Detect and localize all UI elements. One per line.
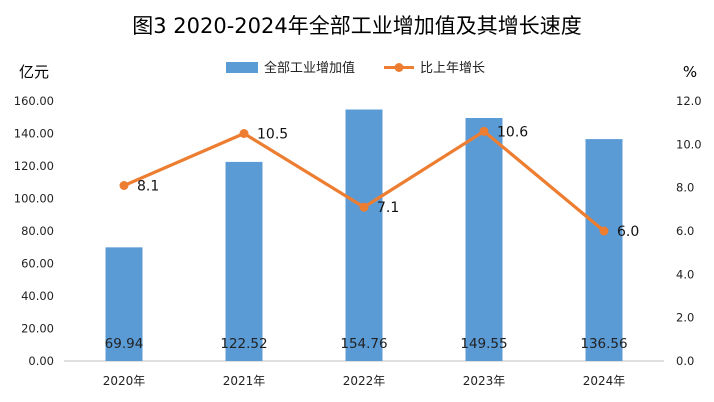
right-axis: 0.0 2.0 4.0 6.0 8.0 10.0 12.0	[676, 94, 702, 368]
bar-value-label: 69.94	[105, 336, 144, 352]
right-tick-label: 2.0	[676, 311, 694, 325]
line-point	[359, 202, 369, 212]
x-tick-label: 2022年	[343, 374, 386, 388]
x-tick-label: 2023年	[463, 374, 506, 388]
left-tick-label: 20.00	[21, 322, 54, 336]
line-value-label: 10.5	[257, 127, 288, 143]
line-series: 8.1 10.5 7.1 10.6 6.0	[119, 124, 639, 240]
x-tick-label: 2020年	[103, 374, 146, 388]
bar	[345, 109, 383, 361]
x-tick-label: 2021年	[223, 374, 266, 388]
right-tick-label: 10.0	[676, 137, 702, 151]
line-value-label: 7.1	[377, 200, 399, 216]
left-axis: 0.00 20.00 40.00 60.00 80.00 100.00 120.00 140.…	[14, 94, 54, 368]
legend-line-marker	[394, 63, 404, 72]
left-tick-label: 160.00	[14, 94, 54, 108]
bar-series: 69.94 122.52 154.76 149.55 136.56	[105, 109, 628, 361]
left-tick-label: 120.00	[14, 159, 54, 173]
legend-line-label: 比上年增长	[420, 61, 485, 76]
bar-value-label: 154.76	[340, 336, 387, 352]
line-value-label: 10.6	[497, 124, 528, 140]
line-value-label: 8.1	[137, 179, 159, 195]
left-tick-label: 60.00	[21, 257, 54, 271]
bar	[585, 139, 623, 361]
chart-title: 图3 2020-2024年全部工业增加值及其增长速度	[132, 14, 582, 38]
legend-bar-swatch	[226, 62, 258, 73]
left-tick-label: 40.00	[21, 289, 54, 303]
right-tick-label: 4.0	[676, 267, 694, 281]
line-point	[239, 129, 249, 138]
right-tick-label: 0.0	[676, 354, 694, 368]
bar-value-label: 122.52	[220, 336, 267, 352]
bar	[225, 161, 263, 361]
line-point	[479, 126, 489, 136]
left-axis-unit: 亿元	[19, 63, 49, 81]
legend-bar-label: 全部工业增加值	[264, 60, 355, 76]
right-tick-label: 8.0	[676, 181, 694, 195]
bar	[105, 247, 143, 361]
line-point	[599, 226, 609, 236]
right-axis-unit: %	[683, 63, 697, 81]
legend: 全部工业增加值 比上年增长	[226, 60, 485, 76]
x-axis: 2020年 2021年 2022年 2023年 2024年	[103, 374, 626, 388]
bar-value-label: 136.56	[580, 336, 627, 352]
bar	[465, 117, 503, 361]
right-tick-label: 6.0	[676, 224, 694, 238]
line-value-label: 6.0	[617, 224, 639, 240]
left-tick-label: 140.00	[14, 127, 54, 141]
x-tick-label: 2024年	[583, 374, 626, 388]
right-tick-label: 12.0	[676, 94, 702, 108]
line-point	[119, 181, 129, 190]
left-tick-label: 80.00	[21, 224, 54, 238]
bar-value-label: 149.55	[460, 336, 507, 352]
left-tick-label: 0.00	[28, 354, 54, 368]
left-tick-label: 100.00	[14, 192, 54, 206]
